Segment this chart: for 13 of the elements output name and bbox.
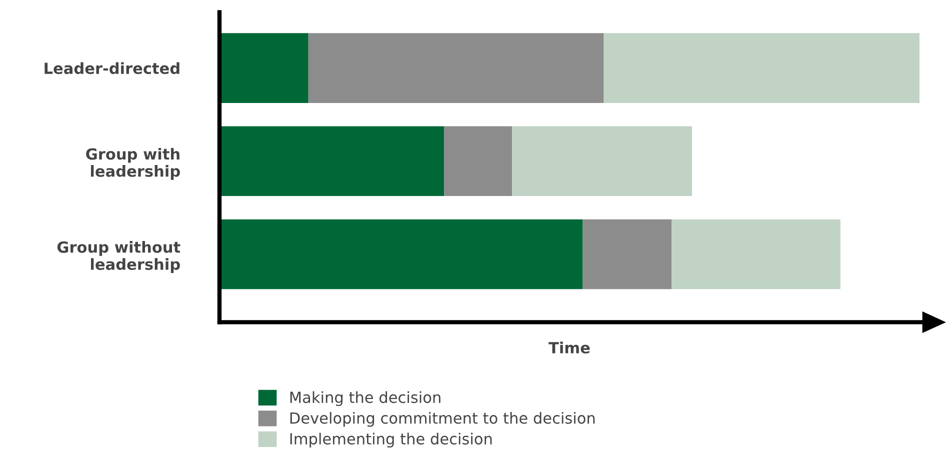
bar — [444, 126, 512, 196]
legend-label: Developing commitment to the decision — [290, 412, 595, 427]
bar — [512, 126, 692, 196]
bar — [672, 219, 840, 290]
bar — [308, 33, 604, 103]
y-tick-label: Group with leadership — [86, 148, 180, 180]
legend-label: Making the decision — [290, 391, 440, 406]
y-tick-label: Group without leadership — [57, 241, 180, 273]
x-axis-title: Time — [548, 342, 590, 354]
bar — [582, 219, 672, 290]
y-tick-label: Leader-directed — [44, 62, 180, 74]
legend-label: Implementing the decision — [290, 432, 492, 448]
bar — [604, 33, 920, 103]
